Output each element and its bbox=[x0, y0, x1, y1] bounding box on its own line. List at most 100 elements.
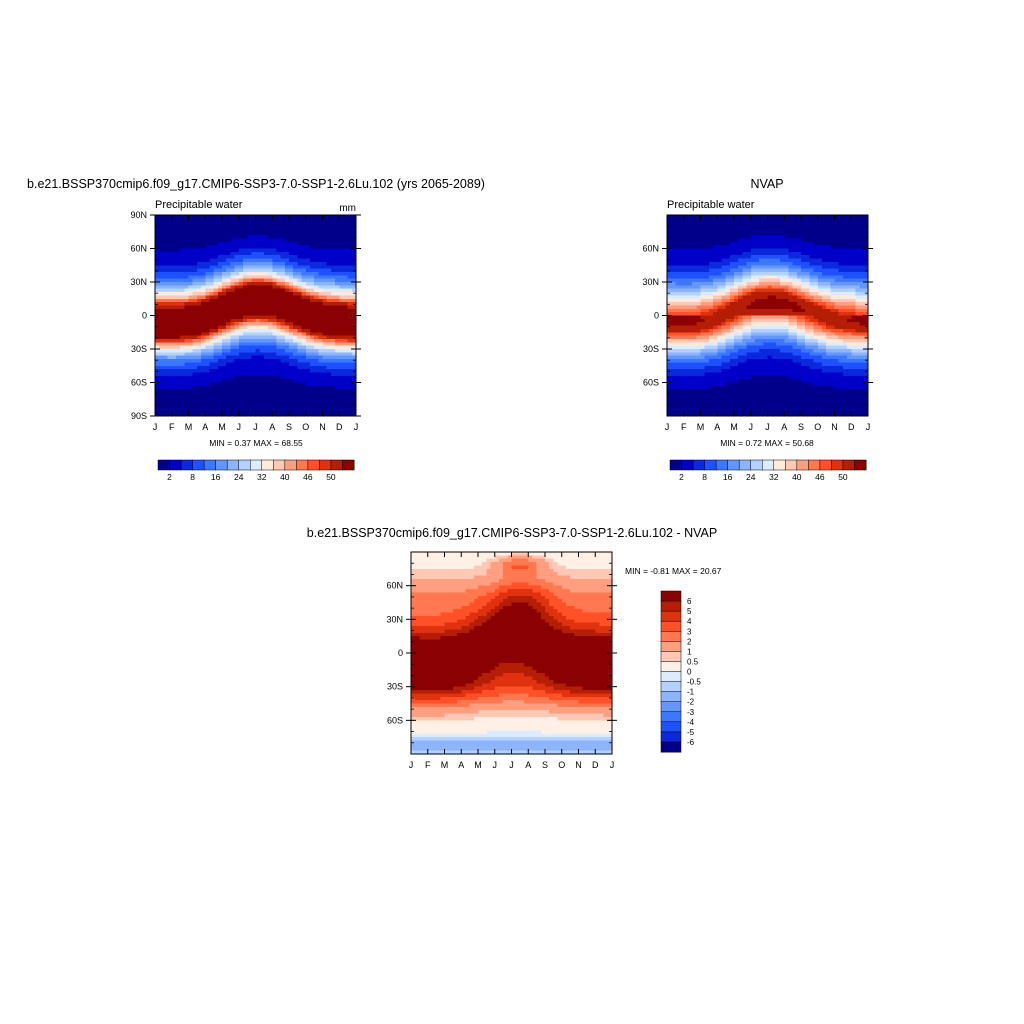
contour-cell bbox=[289, 375, 294, 380]
contour-cell bbox=[855, 305, 861, 310]
contour-cell bbox=[175, 231, 181, 236]
contour-cell bbox=[830, 335, 835, 340]
contour-cell bbox=[347, 308, 353, 313]
contour-cell bbox=[683, 315, 689, 320]
contour-cell bbox=[318, 245, 323, 249]
contour-cell bbox=[226, 298, 231, 303]
contour-cell bbox=[180, 359, 185, 363]
contour-cell bbox=[330, 385, 336, 390]
contour-cell bbox=[692, 238, 697, 243]
contour-cell bbox=[687, 315, 693, 320]
contour-cell bbox=[238, 352, 244, 357]
contour-cell bbox=[247, 382, 252, 387]
contour-cell bbox=[335, 312, 340, 316]
contour-cell bbox=[767, 241, 773, 246]
contour-cell bbox=[180, 248, 185, 253]
contour-cell bbox=[201, 285, 206, 290]
contour-cell bbox=[759, 238, 764, 243]
contour-cell bbox=[863, 315, 869, 320]
contour-cell bbox=[188, 328, 194, 333]
contour-cell bbox=[675, 245, 680, 249]
contour-cell bbox=[180, 389, 185, 393]
contour-cell bbox=[217, 372, 223, 377]
contour-cell bbox=[767, 225, 773, 229]
contour-cell bbox=[314, 218, 319, 223]
contour-cell bbox=[188, 389, 194, 393]
contour-cell bbox=[700, 338, 706, 343]
contour-cell bbox=[679, 238, 685, 243]
contour-cell bbox=[671, 225, 676, 229]
contour-cell bbox=[838, 221, 844, 226]
contour-cell bbox=[301, 285, 307, 290]
contour-cell bbox=[217, 312, 223, 316]
contour-cell bbox=[184, 342, 189, 347]
contour-cell bbox=[268, 285, 273, 290]
contour-cell bbox=[213, 261, 219, 266]
contour-cell bbox=[272, 405, 277, 410]
contour-cell bbox=[155, 315, 160, 320]
contour-cell bbox=[734, 288, 739, 293]
contour-cell bbox=[284, 349, 290, 353]
contour-cell bbox=[209, 285, 215, 290]
contour-cell bbox=[222, 362, 227, 367]
contour-cell bbox=[255, 305, 261, 310]
contour-cell bbox=[838, 322, 844, 326]
contour-cell bbox=[272, 412, 277, 417]
contour-cell bbox=[826, 322, 831, 326]
contour-cell bbox=[704, 342, 710, 347]
contour-cell bbox=[830, 231, 835, 236]
contour-cell bbox=[188, 218, 194, 223]
contour-cell bbox=[201, 298, 206, 303]
contour-cell bbox=[196, 268, 202, 273]
contour-cell bbox=[293, 382, 298, 387]
contour-cell bbox=[754, 245, 760, 249]
contour-cell bbox=[205, 241, 210, 246]
contour-cell bbox=[263, 261, 269, 266]
contour-cell bbox=[226, 385, 231, 390]
contour-cell bbox=[230, 315, 235, 320]
contour-cell bbox=[863, 298, 869, 303]
contour-cell bbox=[859, 315, 865, 320]
contour-cell bbox=[826, 228, 831, 233]
contour-cell bbox=[784, 261, 789, 266]
contour-cell bbox=[347, 258, 353, 263]
contour-cell bbox=[343, 365, 349, 370]
contour-cell bbox=[238, 412, 244, 417]
x-tick-label: J bbox=[354, 422, 359, 432]
contour-cell bbox=[347, 342, 353, 347]
contour-cell bbox=[351, 241, 357, 246]
contour-cell bbox=[289, 399, 294, 403]
contour-cell bbox=[247, 308, 252, 313]
contour-cell bbox=[859, 251, 865, 256]
contour-cell bbox=[171, 265, 177, 269]
contour-cell bbox=[268, 409, 273, 414]
contour-cell bbox=[268, 362, 273, 367]
contour-cell bbox=[268, 245, 273, 249]
contour-cell bbox=[788, 342, 794, 347]
contour-cell bbox=[679, 251, 685, 256]
contour-cell bbox=[289, 359, 294, 363]
contour-cell bbox=[289, 218, 294, 223]
contour-cell bbox=[180, 372, 185, 377]
contour-cell bbox=[855, 345, 861, 350]
contour-cell bbox=[213, 385, 219, 390]
contour-cell bbox=[813, 225, 819, 229]
contour-cell bbox=[750, 305, 756, 310]
contour-cell bbox=[322, 225, 328, 229]
contour-cell bbox=[284, 342, 290, 347]
contour-cell bbox=[297, 322, 302, 326]
contour-cell bbox=[817, 288, 823, 293]
contour-cell bbox=[347, 275, 353, 280]
contour-cell bbox=[238, 372, 244, 377]
contour-cell bbox=[759, 221, 764, 226]
contour-cell bbox=[155, 395, 160, 400]
contour-cell bbox=[830, 278, 835, 283]
contour-cell bbox=[809, 221, 814, 226]
contour-cell bbox=[263, 335, 269, 340]
contour-cell bbox=[667, 221, 672, 226]
contour-cell bbox=[796, 295, 802, 300]
contour-cell bbox=[750, 285, 756, 290]
contour-cell bbox=[708, 282, 714, 286]
contour-cell bbox=[792, 312, 798, 316]
